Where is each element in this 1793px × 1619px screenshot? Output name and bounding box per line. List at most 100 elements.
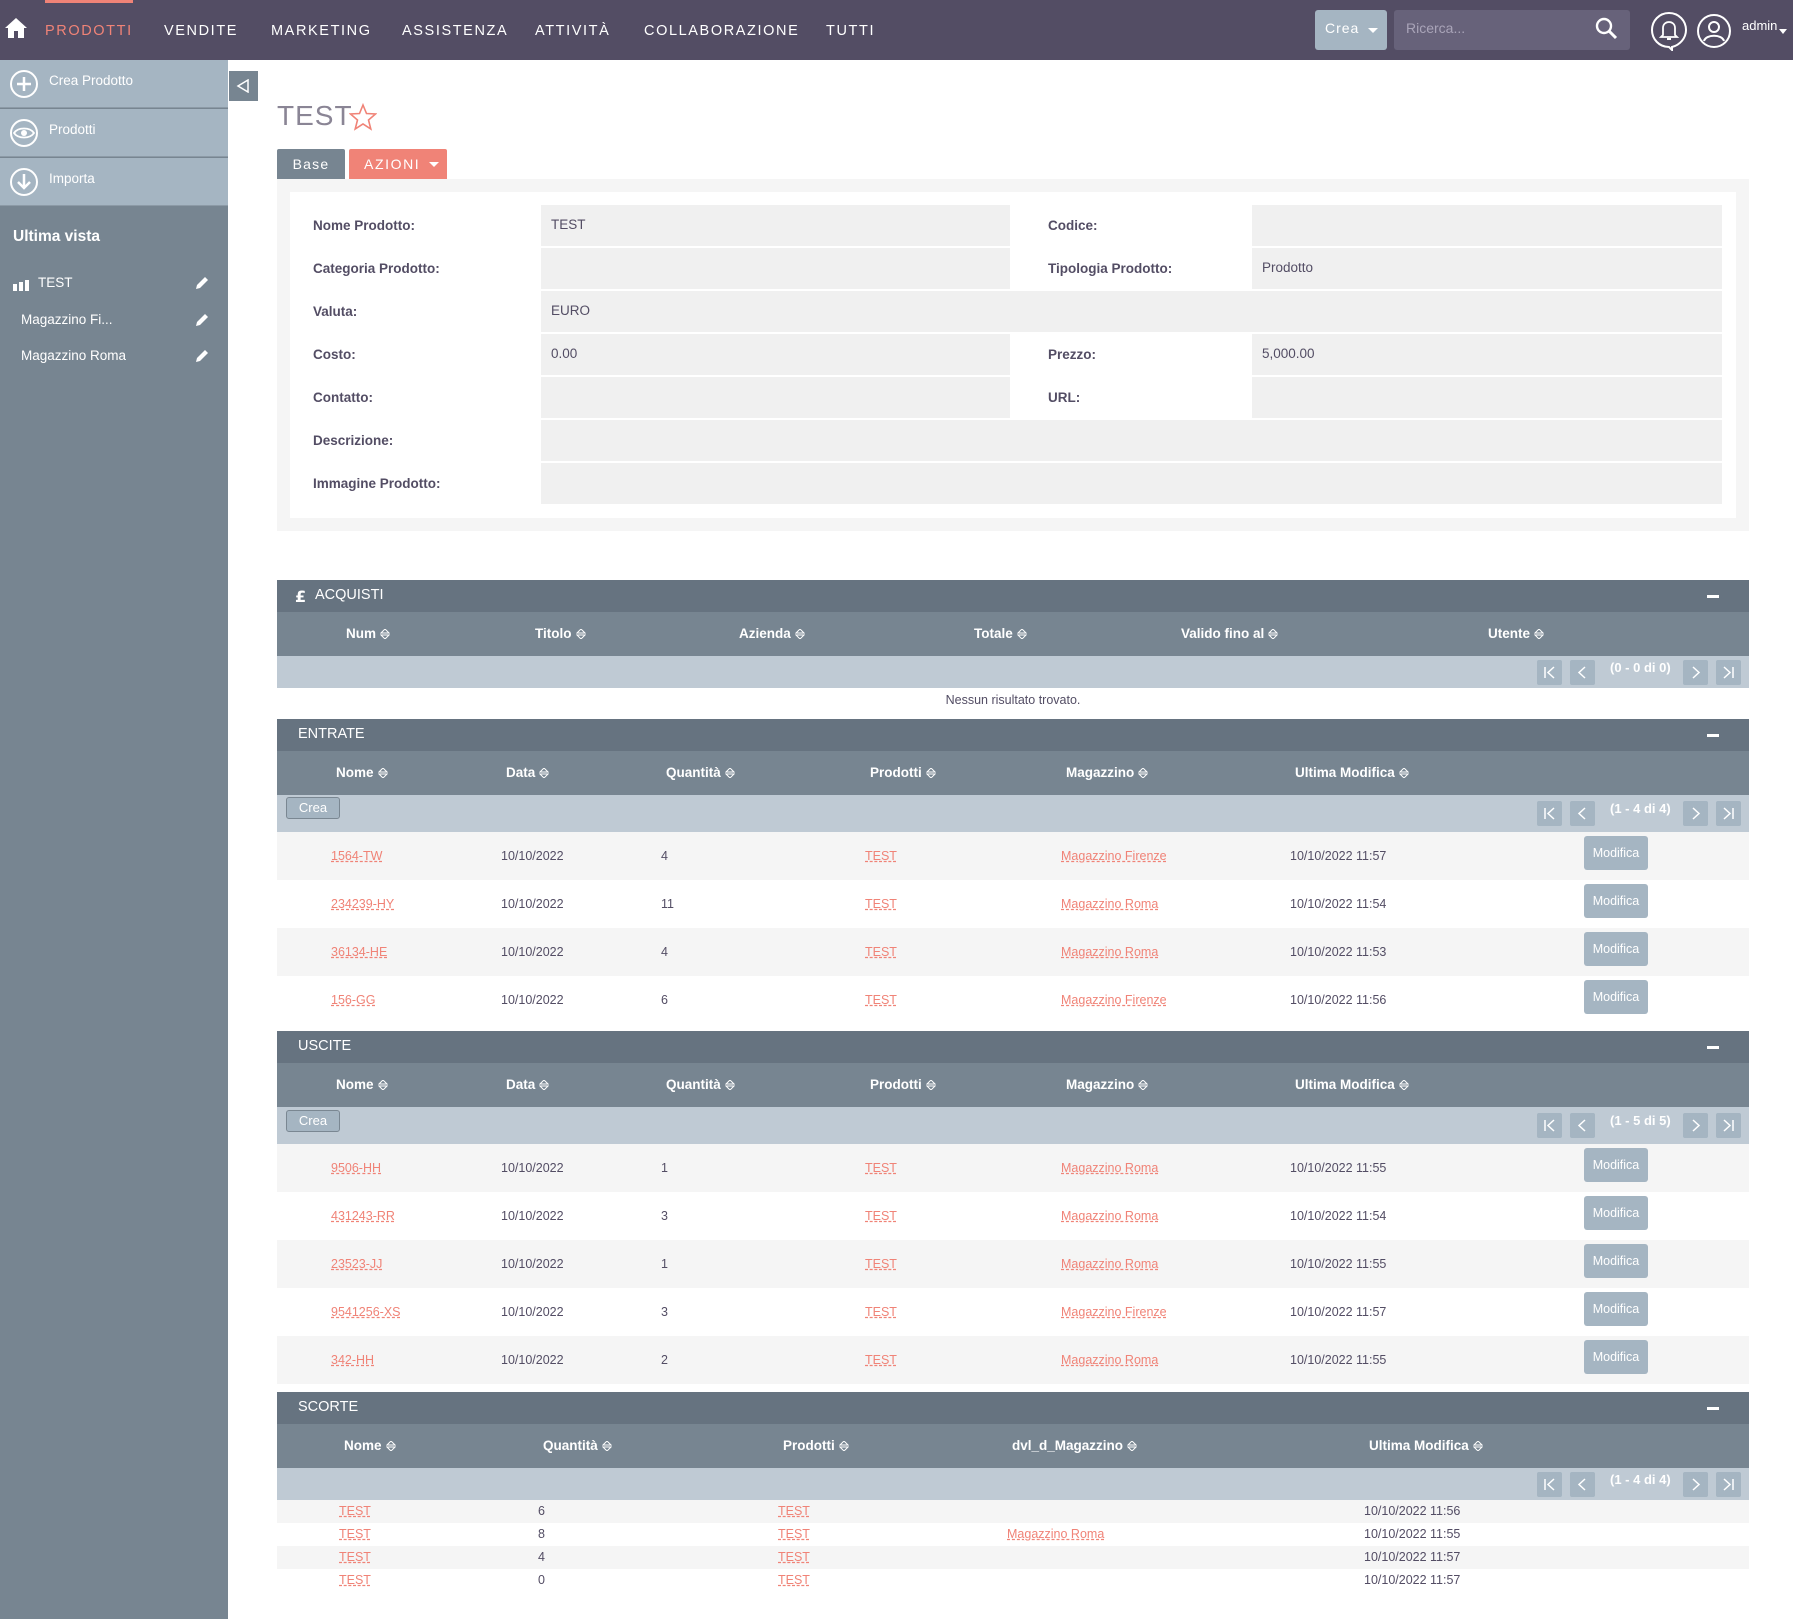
create-dropdown-button[interactable]: Crea <box>1315 10 1387 50</box>
nav-vendite[interactable]: VENDITE <box>164 23 239 39</box>
field-value-nome[interactable]: TEST <box>541 205 1010 246</box>
last-page-button[interactable] <box>1716 801 1741 826</box>
cell-prodotti[interactable]: TEST <box>778 1550 810 1564</box>
edit-button[interactable]: Modifica <box>1584 1292 1648 1326</box>
cell-prodotti[interactable]: TEST <box>865 1353 897 1367</box>
cell-nome[interactable]: 1564-TW <box>331 849 383 863</box>
cell-nome[interactable]: 9506-HH <box>331 1161 382 1175</box>
cell-magazzino[interactable]: Magazzino Roma <box>1061 945 1159 959</box>
prev-page-button[interactable] <box>1570 1472 1595 1497</box>
cell-nome[interactable]: 156-GG <box>331 993 376 1007</box>
subpanel-uscite-header[interactable]: USCITE <box>277 1031 1749 1063</box>
column-header-num[interactable]: Num <box>346 626 390 641</box>
column-header-totale[interactable]: Totale <box>974 626 1027 641</box>
column-header-dvl-magazzino[interactable]: dvl_d_Magazzino <box>1012 1438 1138 1453</box>
home-icon[interactable] <box>4 16 28 40</box>
field-value-prezzo[interactable]: 5,000.00 <box>1252 334 1722 375</box>
column-header-nome[interactable]: Nome <box>344 1438 396 1453</box>
next-page-button[interactable] <box>1683 1472 1708 1497</box>
column-header-azienda[interactable]: Azienda <box>739 626 805 641</box>
subpanel-acquisti-header[interactable]: £ ACQUISTI <box>277 580 1749 612</box>
column-header-quantita[interactable]: Quantità <box>666 765 735 780</box>
field-value-costo[interactable]: 0.00 <box>541 334 1010 375</box>
cell-nome[interactable]: 23523-JJ <box>331 1257 383 1271</box>
column-header-magazzino[interactable]: Magazzino <box>1066 1077 1149 1092</box>
edit-button[interactable]: Modifica <box>1584 1340 1648 1374</box>
nav-assistenza[interactable]: ASSISTENZA <box>402 23 509 39</box>
cell-magazzino[interactable]: Magazzino Firenze <box>1061 849 1167 863</box>
edit-button[interactable]: Modifica <box>1584 980 1648 1014</box>
subpanel-scorte-header[interactable]: SCORTE <box>277 1392 1749 1424</box>
last-page-button[interactable] <box>1716 1472 1741 1497</box>
cell-magazzino[interactable]: Magazzino Roma <box>1061 897 1159 911</box>
prev-page-button[interactable] <box>1570 1113 1595 1138</box>
column-header-prodotti[interactable]: Prodotti <box>870 765 936 780</box>
cell-nome[interactable]: 342-HH <box>331 1353 375 1367</box>
nav-attivita[interactable]: ATTIVITÀ <box>535 23 611 39</box>
first-page-button[interactable] <box>1537 1113 1562 1138</box>
cell-prodotti[interactable]: TEST <box>865 945 897 959</box>
field-value-immagine[interactable] <box>541 463 1722 504</box>
prev-page-button[interactable] <box>1570 660 1595 685</box>
tab-base[interactable]: Base <box>277 149 345 179</box>
first-page-button[interactable] <box>1537 801 1562 826</box>
sidebar-collapse-button[interactable] <box>229 71 258 101</box>
sidebar-action-crea-prodotto[interactable]: Crea Prodotto <box>0 60 228 108</box>
column-header-data[interactable]: Data <box>506 765 550 780</box>
column-header-quantita[interactable]: Quantità <box>666 1077 735 1092</box>
field-value-tipologia[interactable]: Prodotto <box>1252 248 1722 289</box>
sidebar-action-importa[interactable]: Importa <box>0 158 228 206</box>
nav-collaborazione[interactable]: COLLABORAZIONE <box>644 23 800 39</box>
edit-button[interactable]: Modifica <box>1584 884 1648 918</box>
last-page-button[interactable] <box>1716 1113 1741 1138</box>
cell-nome[interactable]: TEST <box>339 1527 371 1541</box>
cell-nome[interactable]: 9541256-XS <box>331 1305 401 1319</box>
cell-prodotti[interactable]: TEST <box>778 1504 810 1518</box>
column-header-data[interactable]: Data <box>506 1077 550 1092</box>
field-value-codice[interactable] <box>1252 205 1722 246</box>
caret-down-icon[interactable] <box>1779 29 1787 34</box>
nav-prodotti[interactable]: PRODOTTI <box>45 0 133 60</box>
cell-prodotti[interactable]: TEST <box>865 1161 897 1175</box>
collapse-icon[interactable] <box>1707 734 1719 737</box>
cell-prodotti[interactable]: TEST <box>865 1209 897 1223</box>
field-value-contatto[interactable] <box>541 377 1010 418</box>
column-header-valido[interactable]: Valido fino al <box>1181 626 1279 641</box>
sidebar-action-prodotti[interactable]: Prodotti <box>0 109 228 157</box>
cell-magazzino[interactable]: Magazzino Roma <box>1061 1353 1159 1367</box>
search-icon[interactable] <box>1594 16 1618 40</box>
cell-magazzino[interactable]: Magazzino Roma <box>1061 1161 1159 1175</box>
cell-magazzino[interactable]: Magazzino Firenze <box>1061 993 1167 1007</box>
cell-prodotti[interactable]: TEST <box>778 1573 810 1587</box>
cell-nome[interactable]: 431243-RR <box>331 1209 395 1223</box>
pencil-icon[interactable] <box>194 275 210 291</box>
last-page-button[interactable] <box>1716 660 1741 685</box>
column-header-quantita[interactable]: Quantità <box>543 1438 612 1453</box>
cell-nome[interactable]: TEST <box>339 1504 371 1518</box>
nav-marketing[interactable]: MARKETING <box>271 23 372 39</box>
cell-nome[interactable]: 36134-HE <box>331 945 388 959</box>
next-page-button[interactable] <box>1683 1113 1708 1138</box>
entrate-create-button[interactable]: Crea <box>286 797 340 819</box>
edit-button[interactable]: Modifica <box>1584 1196 1648 1230</box>
next-page-button[interactable] <box>1683 660 1708 685</box>
actions-dropdown[interactable]: AZIONI <box>349 149 447 179</box>
field-value-categoria[interactable] <box>541 248 1010 289</box>
column-header-prodotti[interactable]: Prodotti <box>783 1438 849 1453</box>
field-value-valuta[interactable]: EURO <box>541 291 1722 332</box>
cell-magazzino[interactable]: Magazzino Firenze <box>1061 1305 1167 1319</box>
cell-prodotti[interactable]: TEST <box>865 1257 897 1271</box>
field-value-url[interactable] <box>1252 377 1722 418</box>
field-value-descrizione[interactable] <box>541 420 1722 461</box>
uscite-create-button[interactable]: Crea <box>286 1110 340 1132</box>
cell-prodotti[interactable]: TEST <box>778 1527 810 1541</box>
edit-button[interactable]: Modifica <box>1584 1148 1648 1182</box>
cell-magazzino[interactable]: Magazzino Roma <box>1061 1209 1159 1223</box>
nav-tutti[interactable]: TUTTI <box>826 23 876 39</box>
next-page-button[interactable] <box>1683 801 1708 826</box>
recent-item-magazzino-firenze[interactable]: Magazzino Fi... <box>0 305 228 335</box>
cell-magazzino[interactable]: Magazzino Roma <box>1061 1257 1159 1271</box>
cell-prodotti[interactable]: TEST <box>865 849 897 863</box>
cell-prodotti[interactable]: TEST <box>865 897 897 911</box>
collapse-icon[interactable] <box>1707 595 1719 598</box>
